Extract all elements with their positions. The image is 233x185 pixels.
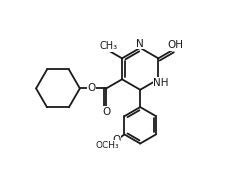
- Text: O: O: [113, 135, 121, 145]
- Text: OCH₃: OCH₃: [96, 141, 120, 150]
- Text: O: O: [102, 107, 110, 117]
- Text: O: O: [88, 83, 96, 93]
- Text: N: N: [136, 39, 144, 49]
- Text: CH₃: CH₃: [99, 41, 118, 51]
- Text: OH: OH: [168, 40, 184, 50]
- Text: NH: NH: [153, 78, 169, 88]
